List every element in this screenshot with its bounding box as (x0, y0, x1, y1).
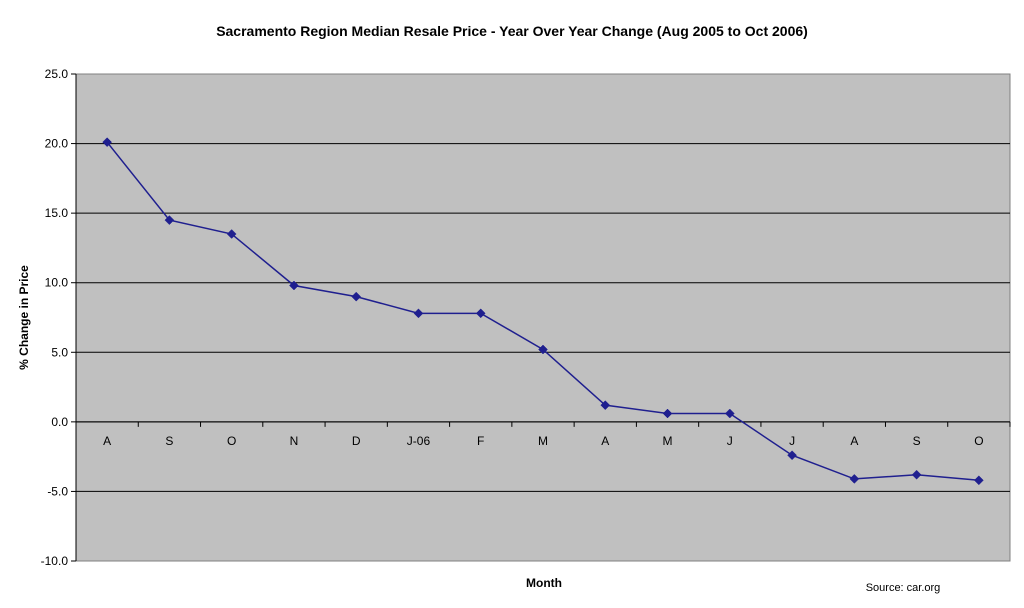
data-point-marker (538, 344, 548, 355)
x-axis-ticks: A S O N D J-06 F M A M J J A S O (75, 421, 1011, 448)
data-point-marker (662, 408, 673, 419)
x-tick-label: A (103, 434, 111, 448)
data-point-marker (289, 280, 299, 291)
data-point-marker (974, 475, 984, 486)
data-point-marker (351, 291, 362, 302)
source-note: Source: car.org (866, 582, 941, 594)
x-tick-label: A (850, 434, 858, 448)
plot-area (75, 73, 1011, 562)
x-tick-label: O (227, 434, 236, 448)
x-tick-label: N (290, 434, 299, 448)
x-tick-label: J (727, 434, 733, 448)
data-point-marker (475, 308, 486, 319)
y-tick-label: 10.0 (45, 276, 69, 290)
data-point-marker (724, 408, 735, 419)
x-tick-label: S (165, 434, 173, 448)
series-layer (102, 137, 984, 486)
x-tick-label: S (913, 434, 921, 448)
x-tick-label: M (663, 434, 673, 448)
x-tick-label: M (538, 434, 548, 448)
x-tick-label: J (789, 434, 795, 448)
x-tick-label: A (601, 434, 609, 448)
chart-title: Sacramento Region Median Resale Price - … (216, 23, 808, 39)
y-tick-label: 25.0 (45, 67, 69, 81)
y-tick-label: 5.0 (51, 345, 68, 359)
y-axis-label: % Change in Price (17, 265, 31, 370)
data-point-marker (413, 308, 424, 319)
y-tick-label: 0.0 (51, 415, 68, 429)
y-tick-label: 20.0 (45, 137, 69, 151)
data-point-marker (226, 229, 237, 239)
x-tick-label: F (477, 434, 484, 448)
data-point-marker (102, 137, 112, 148)
data-point-marker (911, 469, 922, 480)
y-axis-ticks: 25.0 20.0 15.0 10.0 5.0 0.0 -5.0 -10.0 (41, 67, 77, 568)
x-tick-label: O (974, 434, 983, 448)
y-tick-label: 15.0 (45, 206, 69, 220)
data-point-marker (849, 474, 860, 484)
y-tick-label: -10.0 (41, 554, 69, 568)
data-point-marker (787, 450, 797, 461)
x-tick-label: J-06 (407, 434, 431, 448)
data-point-marker (600, 400, 611, 411)
data-point-marker (164, 215, 175, 225)
y-tick-label: -5.0 (47, 484, 68, 498)
x-tick-label: D (352, 434, 361, 448)
x-axis-label: Month (526, 576, 562, 590)
